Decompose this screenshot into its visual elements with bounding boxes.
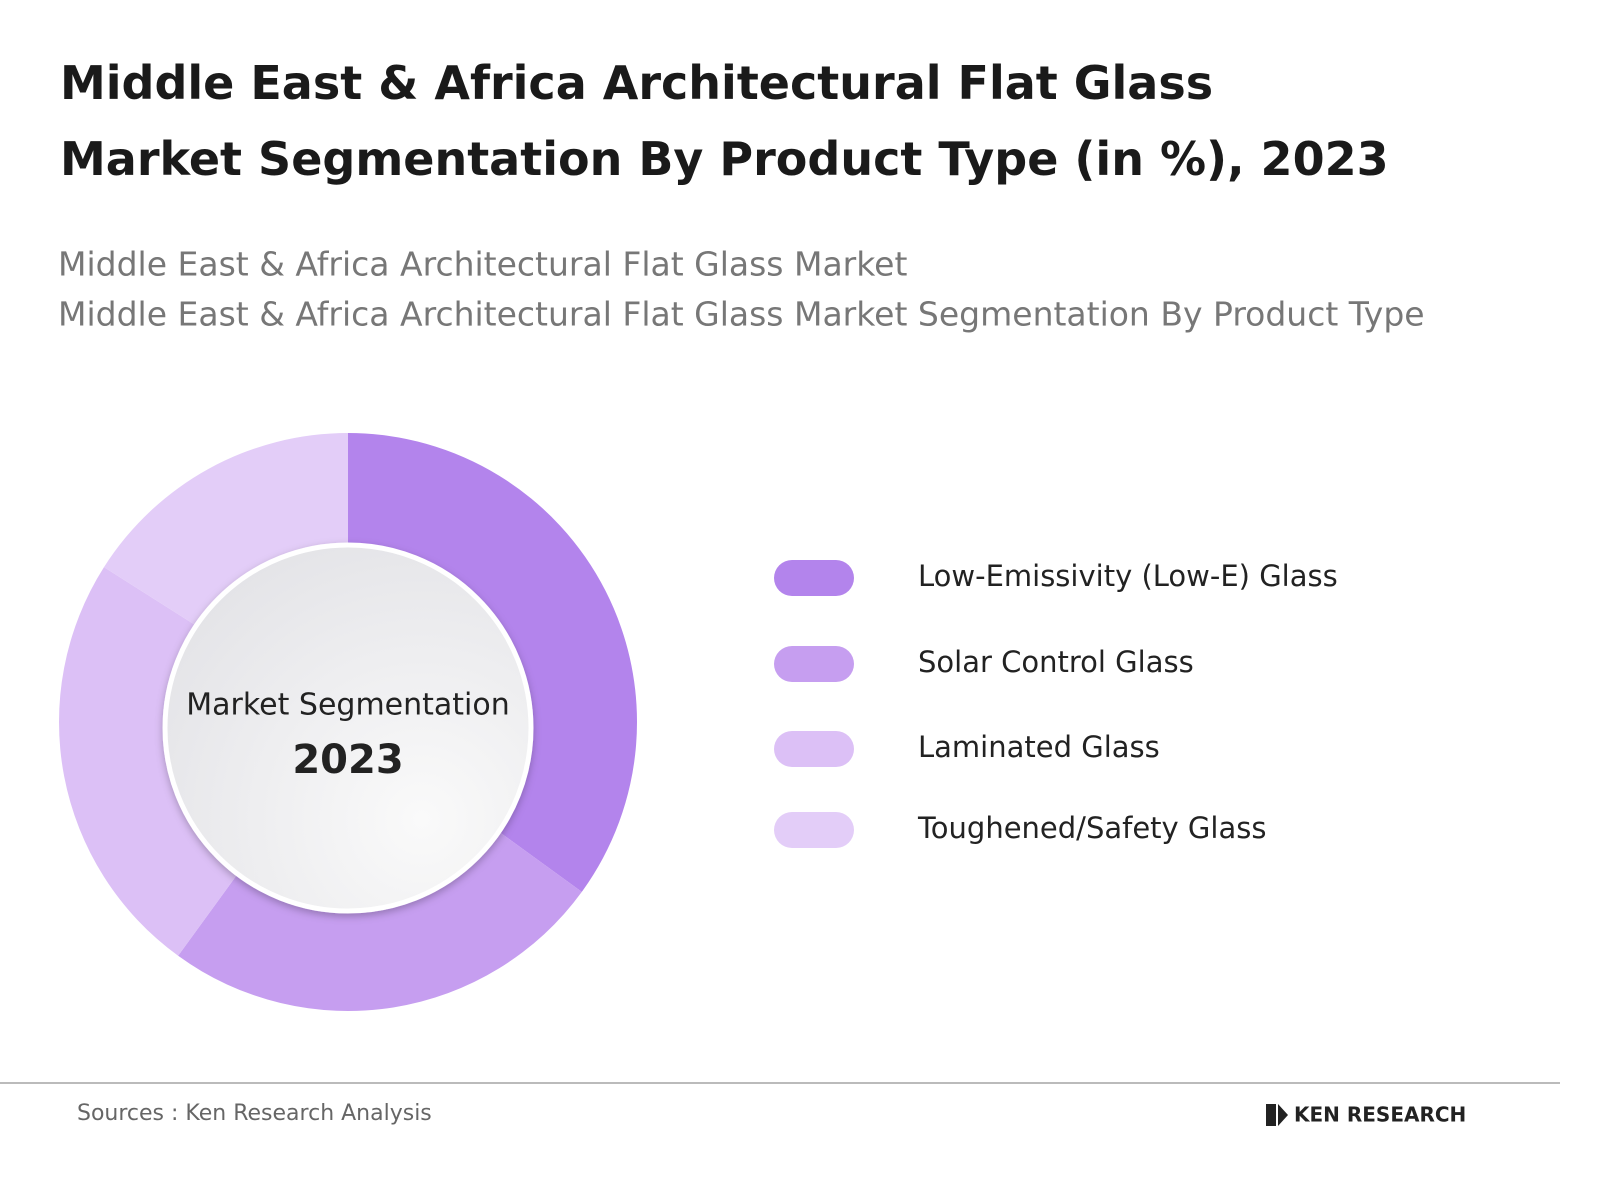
donut-segment (59, 567, 249, 956)
legend: Low-Emissivity (Low-E) Glass Solar Contro… (774, 559, 1338, 848)
donut-segment (348, 433, 637, 892)
legend-label: Toughened/Safety Glass (917, 811, 1266, 845)
legend-swatch (774, 646, 854, 682)
legend-label: Low-Emissivity (Low-E) Glass (918, 559, 1338, 593)
center-year: 2023 (292, 737, 403, 783)
donut-segment (103, 433, 348, 631)
legend-swatch (774, 731, 854, 767)
donut (59, 433, 637, 1011)
subtitle: Middle East & Africa Architectural Flat … (58, 295, 1425, 334)
chart-title: Middle East & Africa Architectural Flat … (60, 56, 1389, 186)
logo-icon (1266, 1104, 1288, 1126)
subtitle: Middle East & Africa Architectural Flat … (58, 245, 907, 284)
logo: KEN RESEARCH (1294, 1103, 1466, 1127)
donut-hole (162, 542, 534, 914)
source: Sources : Ken Research Analysis (77, 1101, 432, 1126)
donut-segment (178, 821, 582, 1011)
center-label: Market Segmentation (186, 688, 510, 723)
legend-label: Solar Control Glass (918, 645, 1194, 679)
legend-swatch (774, 560, 854, 596)
legend-label: Laminated Glass (918, 730, 1160, 764)
legend-swatch (774, 812, 854, 848)
